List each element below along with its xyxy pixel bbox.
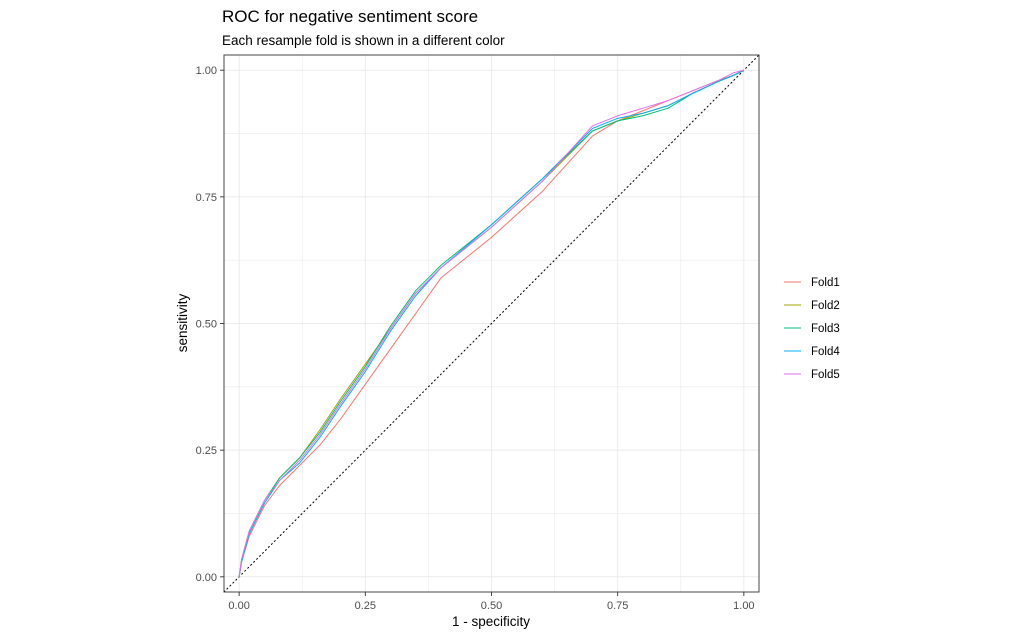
legend-label-fold5: Fold5 (811, 369, 840, 381)
x-axis-ticks: 0.00 0.25 0.50 0.75 1.00 (228, 592, 755, 612)
chart-title: ROC for negative sentiment score (222, 7, 478, 26)
y-axis-title: sensitivity (175, 293, 190, 352)
y-tick-label: 0.50 (196, 319, 217, 331)
legend-label-fold3: Fold3 (811, 323, 840, 335)
x-tick-label: 0.50 (481, 600, 502, 612)
y-tick-label: 0.75 (196, 192, 217, 204)
series-line-fold4 (238, 69, 745, 577)
legend: Fold1 Fold2 Fold3 Fold4 Fold5 (784, 277, 840, 381)
series-line-fold3 (238, 69, 745, 577)
reference-line (223, 54, 760, 593)
y-tick-label: 0.00 (196, 572, 217, 584)
series-line-fold5 (238, 69, 744, 577)
series-lines (238, 69, 745, 577)
x-tick-label: 0.00 (228, 600, 249, 612)
legend-label-fold1: Fold1 (811, 277, 840, 289)
legend-label-fold2: Fold2 (811, 300, 840, 312)
x-tick-label: 0.75 (607, 600, 628, 612)
y-tick-label: 1.00 (196, 65, 217, 77)
y-tick-label: 0.25 (196, 445, 217, 457)
x-tick-label: 1.00 (733, 600, 754, 612)
legend-label-fold4: Fold4 (811, 346, 840, 358)
reference-diagonal (223, 54, 760, 593)
x-axis-title: 1 - specificity (452, 614, 530, 629)
grid (224, 55, 759, 592)
y-axis-ticks: 0.00 0.25 0.50 0.75 1.00 (196, 65, 224, 584)
chart-subtitle: Each resample fold is shown in a differe… (222, 33, 505, 48)
x-tick-label: 0.25 (355, 600, 376, 612)
